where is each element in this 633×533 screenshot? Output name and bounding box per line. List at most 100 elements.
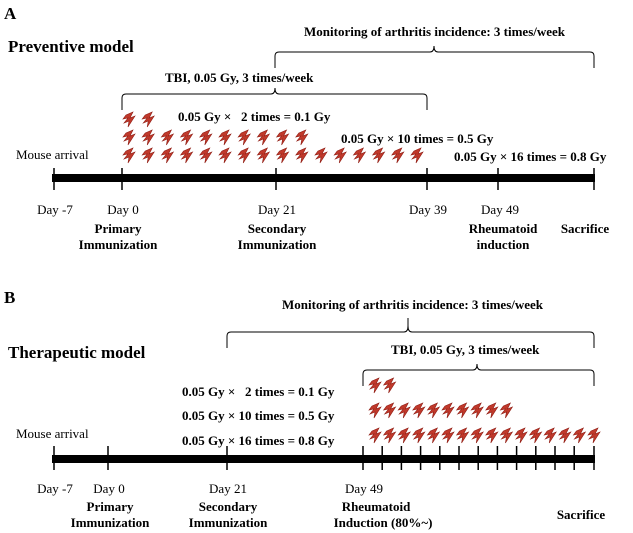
- panel-a-primary-line2: Immunization: [78, 237, 158, 252]
- lightning-bolt-icon: [295, 147, 309, 164]
- panel-a-day21: Day 21: [258, 202, 296, 217]
- lightning-bolt-icon: [587, 427, 601, 444]
- lightning-bolt-icon: [199, 129, 213, 146]
- panel-b-primary-line1: Primary: [86, 499, 134, 514]
- lightning-bolt-icon: [141, 111, 155, 128]
- panel-a-arrival: Mouse arrival: [16, 147, 89, 162]
- panel-b-day0: Day 0: [93, 481, 125, 496]
- lightning-bolt-icon: [368, 427, 382, 444]
- lightning-bolts-b: [368, 377, 601, 444]
- panel-b-monitoring-label: Monitoring of arthritis incidence: 3 tim…: [282, 297, 544, 312]
- panel-a-secondary-line2: Immunization: [237, 237, 317, 252]
- lightning-bolt-icon: [161, 129, 174, 146]
- panel-b-tbi-label: TBI, 0.05 Gy, 3 times/week: [391, 342, 540, 357]
- panel-b-day21: Day 21: [209, 481, 247, 496]
- lightning-bolt-icon: [456, 427, 469, 444]
- lightning-bolt-icon: [427, 427, 440, 444]
- panel-a-title: Preventive model: [8, 37, 134, 56]
- panel-b-secondary-line2: Immunization: [188, 515, 268, 530]
- panel-a-day49: Day 49: [481, 202, 519, 217]
- lightning-bolt-icon: [257, 129, 270, 146]
- lightning-bolt-icon: [276, 147, 289, 164]
- lightning-bolt-icon: [558, 427, 572, 444]
- lightning-bolt-icon: [333, 147, 347, 164]
- lightning-bolt-icon: [470, 427, 484, 444]
- lightning-bolt-icon: [141, 147, 155, 164]
- brace-b-tbi: [362, 363, 595, 386]
- lightning-bolt-icon: [122, 111, 136, 128]
- panel-b-dose-10: 0.05 Gy × 10 times = 0.5 Gy: [182, 408, 335, 423]
- lightning-bolt-icon: [218, 129, 232, 146]
- panel-a-day39: Day 39: [409, 202, 447, 217]
- lightning-bolt-icon: [391, 147, 405, 164]
- lightning-bolt-icon: [441, 427, 455, 444]
- lightning-bolt-icon: [372, 147, 385, 164]
- brace-a-tbi: [121, 87, 428, 110]
- timeline-bar-b: [52, 455, 595, 463]
- panel-b-title: Therapeutic model: [8, 343, 146, 362]
- panel-b-secondary-line1: Secondary: [198, 499, 258, 514]
- lightning-bolt-icon: [237, 147, 251, 164]
- lightning-bolt-icon: [368, 402, 382, 419]
- lightning-bolt-icon: [397, 402, 411, 419]
- panel-b-letter: B: [4, 288, 16, 307]
- lightning-bolt-icon: [485, 427, 499, 444]
- panel-a-day0: Day 0: [107, 202, 139, 217]
- lightning-bolt-icon: [257, 147, 270, 164]
- lightning-bolt-icon: [353, 147, 366, 164]
- treatment-ticks-b: [381, 446, 575, 470]
- lightning-bolt-icon: [161, 147, 174, 164]
- lightning-bolt-icon: [218, 147, 232, 164]
- lightning-bolt-icon: [543, 427, 557, 444]
- panel-b-day-minus7: Day -7: [37, 481, 73, 496]
- lightning-bolt-icon: [573, 427, 586, 444]
- lightning-bolt-icon: [141, 129, 155, 146]
- lightning-bolt-icon: [485, 402, 499, 419]
- panel-a-letter: A: [4, 4, 17, 23]
- panel-a-monitoring-label: Monitoring of arthritis incidence: 3 tim…: [304, 24, 566, 39]
- panel-b-rheum-line2: Induction (80%~): [333, 515, 433, 530]
- lightning-bolt-icon: [199, 147, 213, 164]
- panel-b-sacrifice: Sacrifice: [556, 507, 606, 522]
- panel-b-dose-2: 0.05 Gy × 2 times = 0.1 Gy: [182, 384, 335, 399]
- lightning-bolt-icon: [383, 427, 396, 444]
- lightning-bolt-icon: [470, 402, 484, 419]
- lightning-bolt-icon: [397, 427, 411, 444]
- lightning-bolt-icon: [441, 402, 455, 419]
- panel-b-day49: Day 49: [345, 481, 383, 496]
- lightning-bolt-icon: [295, 129, 309, 146]
- panel-a-sacrifice: Sacrifice: [560, 221, 610, 236]
- lightning-bolt-icon: [180, 147, 193, 164]
- lightning-bolt-icon: [122, 129, 136, 146]
- lightning-bolt-icon: [237, 129, 251, 146]
- panel-a-rheum-line1: Rheumatoid: [468, 221, 538, 236]
- lightning-bolt-icon: [412, 427, 426, 444]
- lightning-bolt-icon: [180, 129, 193, 146]
- lightning-bolt-icon: [368, 377, 382, 394]
- lightning-bolt-icon: [314, 147, 328, 164]
- panel-a-tbi-label: TBI, 0.05 Gy, 3 times/week: [165, 70, 314, 85]
- timeline-bar-a: [52, 174, 595, 182]
- panel-a-dose-16: 0.05 Gy × 16 times = 0.8 Gy: [454, 149, 607, 164]
- panel-a-primary-line1: Primary: [94, 221, 142, 236]
- lightning-bolt-icon: [383, 377, 396, 394]
- panel-a-dose-2: 0.05 Gy × 2 times = 0.1 Gy: [178, 109, 331, 124]
- panel-b-arrival: Mouse arrival: [16, 426, 89, 441]
- brace-a-monitoring: [274, 45, 595, 68]
- panel-a-day-minus7: Day -7: [37, 202, 73, 217]
- lightning-bolt-icon: [427, 402, 440, 419]
- lightning-bolt-icon: [456, 402, 469, 419]
- lightning-bolt-icon: [412, 402, 426, 419]
- panel-b-dose-16: 0.05 Gy × 16 times = 0.8 Gy: [182, 433, 335, 448]
- lightning-bolt-icon: [529, 427, 542, 444]
- panel-b-primary-line2: Immunization: [70, 515, 150, 530]
- lightning-bolt-icon: [383, 402, 396, 419]
- panel-a-dose-10: 0.05 Gy × 10 times = 0.5 Gy: [341, 131, 494, 146]
- panel-a-secondary-line1: Secondary: [247, 221, 307, 236]
- lightning-bolt-icon: [500, 402, 513, 419]
- panel-a-rheum-line2: induction: [476, 237, 530, 252]
- lightning-bolt-icon: [122, 147, 136, 164]
- lightning-bolt-icon: [410, 147, 424, 164]
